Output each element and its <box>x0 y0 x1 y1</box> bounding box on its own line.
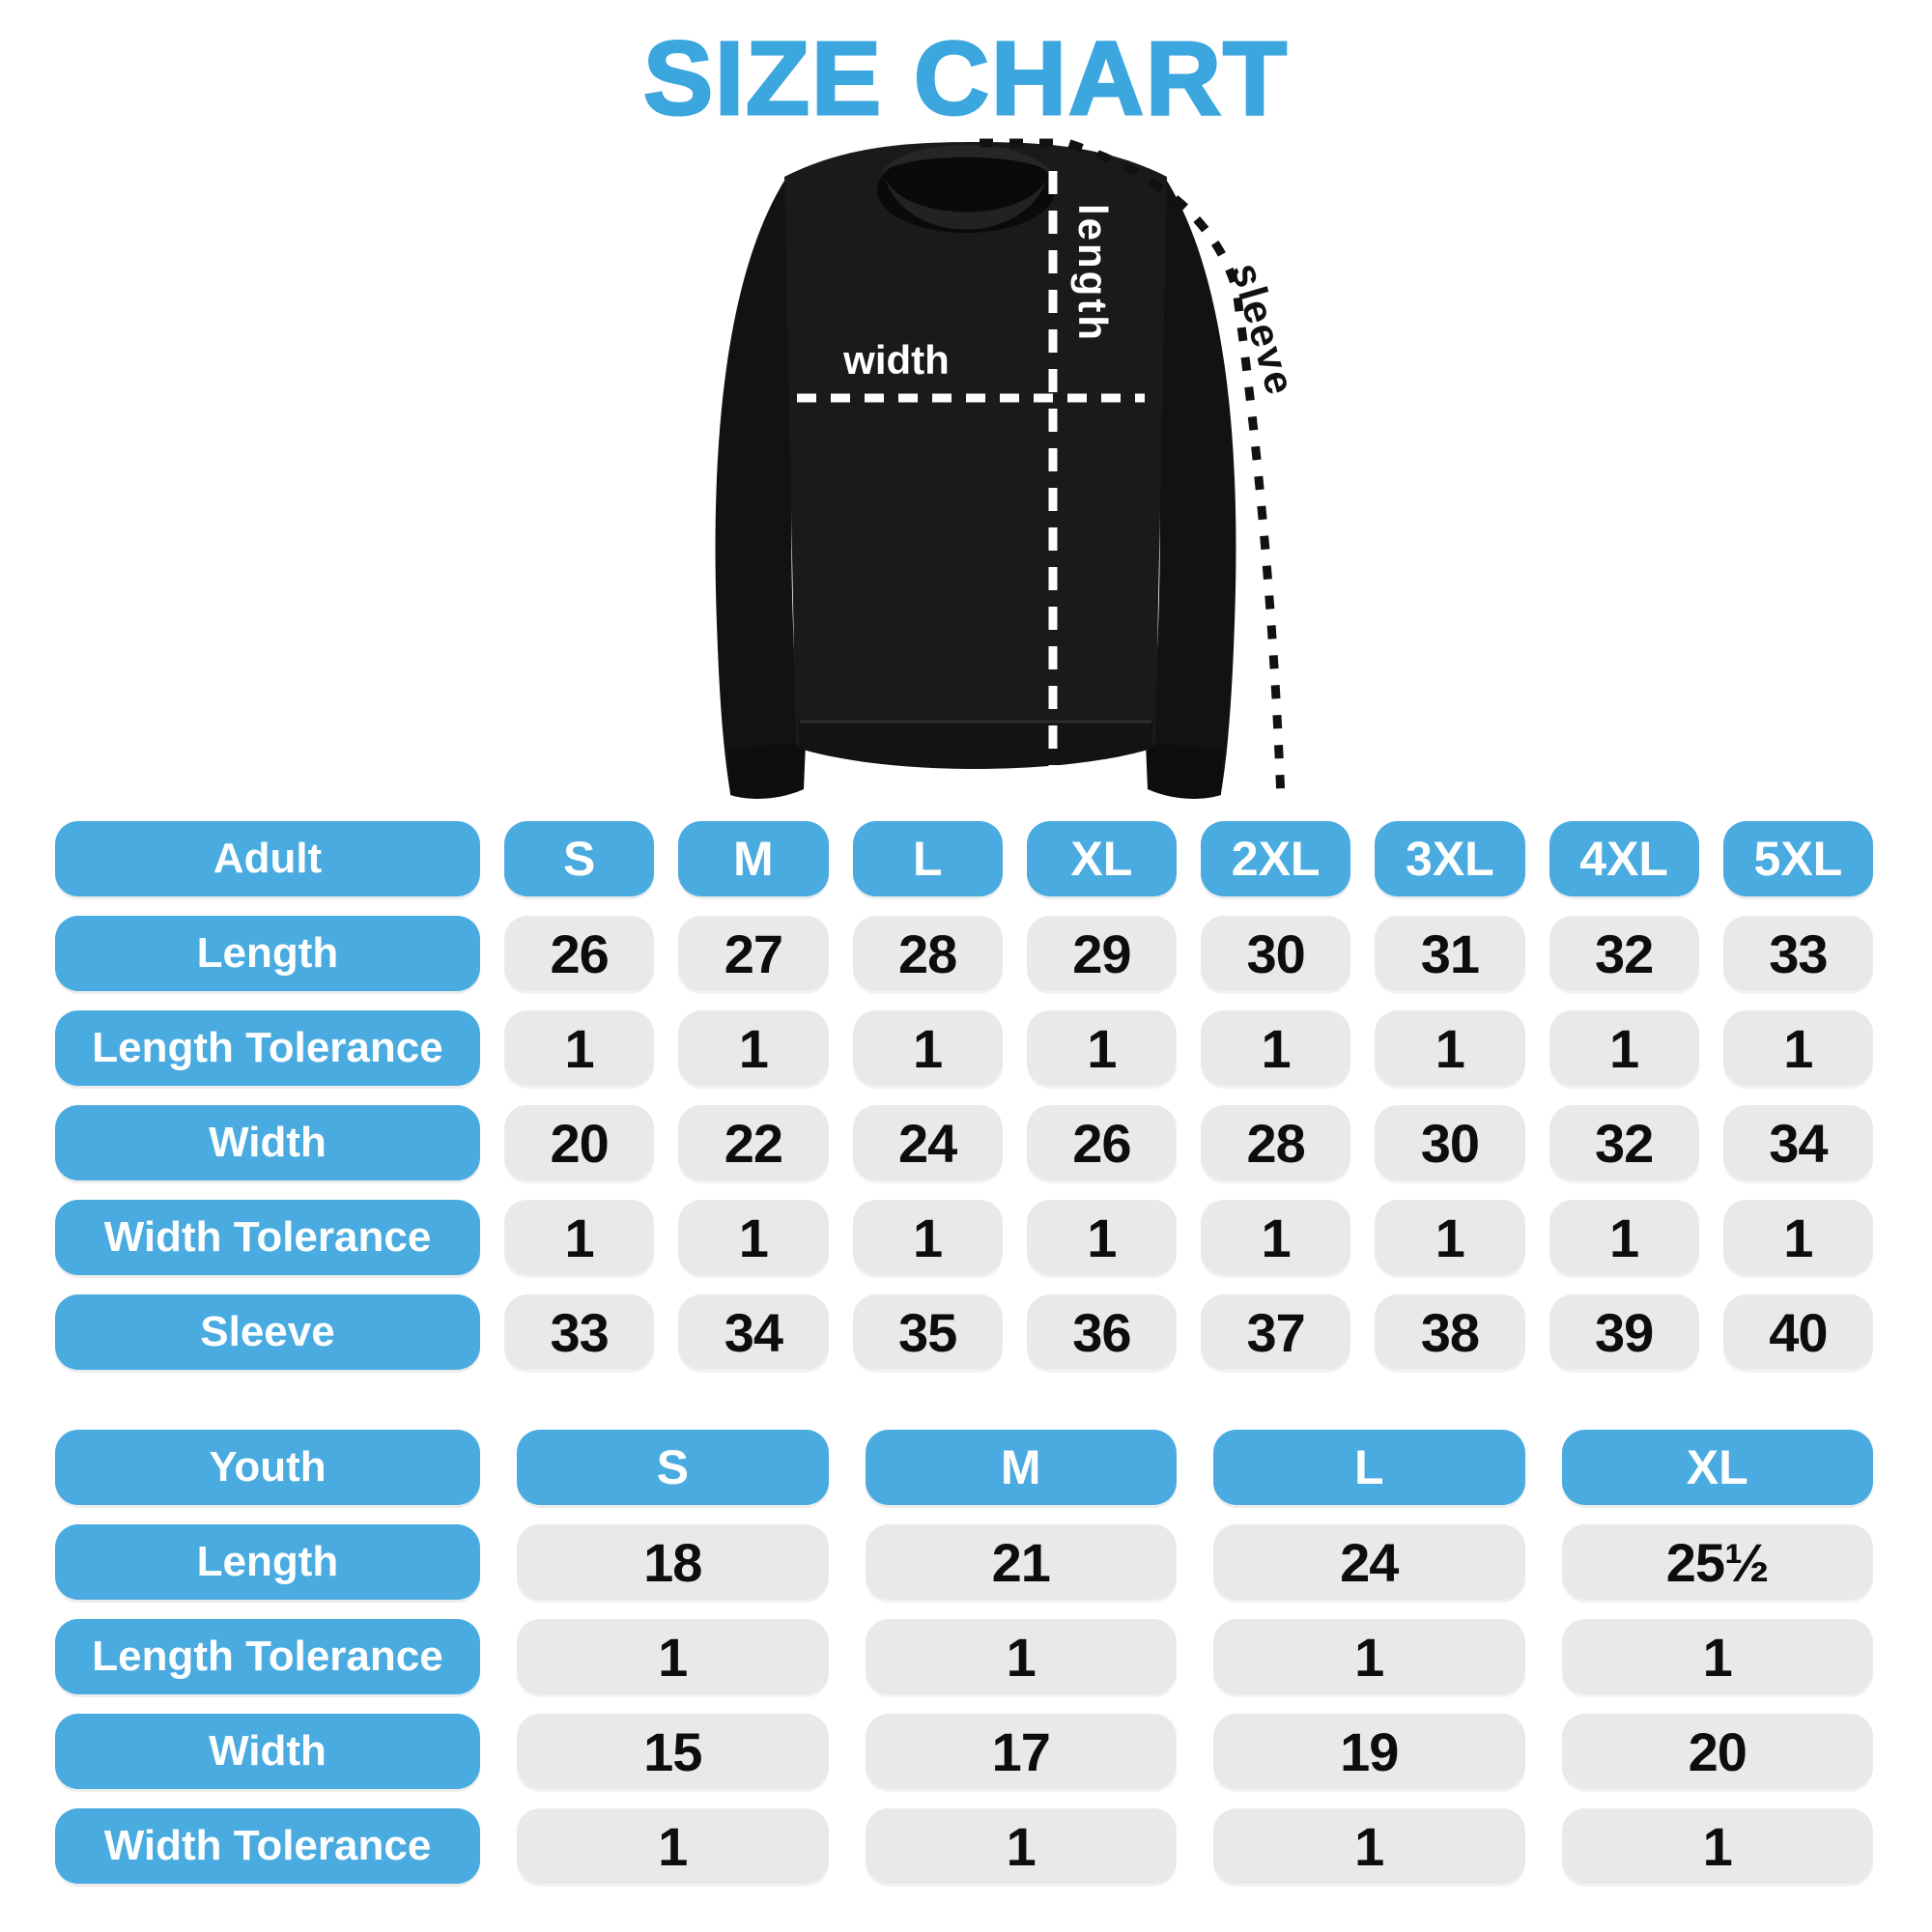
adult-value-cell: 27 <box>678 916 829 991</box>
sweatshirt-illustration: length width sleeve <box>715 138 1294 801</box>
adult-size-header: 2XL <box>1201 821 1351 896</box>
youth-table-title: Youth <box>55 1430 480 1505</box>
adult-value-cell: 1 <box>852 1200 1003 1275</box>
adult-value-cell: 1 <box>1201 1010 1351 1086</box>
adult-size-table: Adult S M L XL 2XL 3XL 4XL 5XL Length 26… <box>55 821 1873 1370</box>
youth-value-cell: 1 <box>517 1619 829 1694</box>
adult-size-header: M <box>678 821 829 896</box>
sweatshirt-torso <box>784 142 1167 769</box>
adult-value-cell: 38 <box>1375 1294 1525 1370</box>
youth-value-cell: 25½ <box>1561 1524 1873 1600</box>
adult-value-cell: 1 <box>852 1010 1003 1086</box>
adult-value-cell: 1 <box>1201 1200 1351 1275</box>
youth-value-cell: 15 <box>517 1714 829 1789</box>
sweatshirt-diagram: length width sleeve <box>657 130 1294 807</box>
youth-row-label: Length <box>55 1524 480 1600</box>
measurement-lines <box>797 138 1286 801</box>
adult-table-title: Adult <box>55 821 480 896</box>
adult-value-cell: 33 <box>1722 916 1873 991</box>
adult-value-cell: 33 <box>504 1294 655 1370</box>
adult-value-cell: 26 <box>1026 1105 1177 1180</box>
adult-value-cell: 22 <box>678 1105 829 1180</box>
youth-size-table: Youth S M L XL Length 18 21 24 25½ Lengt… <box>55 1430 1873 1884</box>
adult-value-cell: 1 <box>504 1200 655 1275</box>
adult-value-cell: 30 <box>1375 1105 1525 1180</box>
adult-size-header: 4XL <box>1548 821 1699 896</box>
adult-value-cell: 39 <box>1548 1294 1699 1370</box>
adult-size-header: XL <box>1026 821 1177 896</box>
youth-value-cell: 1 <box>1561 1808 1873 1884</box>
adult-value-cell: 31 <box>1375 916 1525 991</box>
youth-size-header: XL <box>1561 1430 1873 1505</box>
youth-value-cell: 19 <box>1213 1714 1525 1789</box>
youth-row-label: Length Tolerance <box>55 1619 480 1694</box>
youth-value-cell: 1 <box>1561 1619 1873 1694</box>
youth-size-header: M <box>865 1430 1177 1505</box>
adult-value-cell: 1 <box>1722 1200 1873 1275</box>
adult-size-header: S <box>504 821 655 896</box>
adult-value-cell: 37 <box>1201 1294 1351 1370</box>
youth-value-cell: 1 <box>517 1808 829 1884</box>
adult-value-cell: 28 <box>1201 1105 1351 1180</box>
youth-row-label: Width Tolerance <box>55 1808 480 1884</box>
adult-value-cell: 20 <box>504 1105 655 1180</box>
youth-value-cell: 20 <box>1561 1714 1873 1789</box>
adult-value-cell: 1 <box>1548 1200 1699 1275</box>
adult-value-cell: 30 <box>1201 916 1351 991</box>
youth-value-cell: 17 <box>865 1714 1177 1789</box>
adult-value-cell: 32 <box>1548 916 1699 991</box>
youth-size-header: L <box>1213 1430 1525 1505</box>
sleeve-label: sleeve <box>1223 258 1294 401</box>
youth-value-cell: 24 <box>1213 1524 1525 1600</box>
adult-size-header: 3XL <box>1375 821 1525 896</box>
adult-value-cell: 1 <box>678 1010 829 1086</box>
width-label: width <box>842 337 950 383</box>
adult-row-label: Width Tolerance <box>55 1200 480 1275</box>
adult-value-cell: 34 <box>678 1294 829 1370</box>
sleeve-line <box>980 138 1286 801</box>
adult-value-cell: 1 <box>678 1200 829 1275</box>
adult-value-cell: 35 <box>852 1294 1003 1370</box>
adult-value-cell: 1 <box>1026 1200 1177 1275</box>
adult-value-cell: 1 <box>1375 1010 1525 1086</box>
adult-row-label: Sleeve <box>55 1294 480 1370</box>
adult-value-cell: 1 <box>504 1010 655 1086</box>
sweatshirt-sleeves <box>715 181 1236 799</box>
length-label: length <box>1070 204 1116 343</box>
adult-row-label: Width <box>55 1105 480 1180</box>
adult-value-cell: 36 <box>1026 1294 1177 1370</box>
adult-value-cell: 28 <box>852 916 1003 991</box>
adult-value-cell: 34 <box>1722 1105 1873 1180</box>
youth-value-cell: 1 <box>865 1808 1177 1884</box>
youth-size-header: S <box>517 1430 829 1505</box>
youth-value-cell: 18 <box>517 1524 829 1600</box>
youth-value-cell: 1 <box>1213 1808 1525 1884</box>
adult-value-cell: 1 <box>1548 1010 1699 1086</box>
adult-value-cell: 40 <box>1722 1294 1873 1370</box>
adult-value-cell: 24 <box>852 1105 1003 1180</box>
adult-value-cell: 29 <box>1026 916 1177 991</box>
youth-value-cell: 21 <box>865 1524 1177 1600</box>
adult-value-cell: 1 <box>1722 1010 1873 1086</box>
youth-value-cell: 1 <box>865 1619 1177 1694</box>
page-title: SIZE CHART <box>642 18 1289 138</box>
adult-value-cell: 26 <box>504 916 655 991</box>
adult-row-label: Length <box>55 916 480 991</box>
youth-value-cell: 1 <box>1213 1619 1525 1694</box>
adult-value-cell: 32 <box>1548 1105 1699 1180</box>
adult-row-label: Length Tolerance <box>55 1010 480 1086</box>
youth-row-label: Width <box>55 1714 480 1789</box>
adult-value-cell: 1 <box>1026 1010 1177 1086</box>
adult-size-header: 5XL <box>1722 821 1873 896</box>
adult-size-header: L <box>852 821 1003 896</box>
adult-value-cell: 1 <box>1375 1200 1525 1275</box>
sweatshirt-collar <box>877 145 1055 233</box>
